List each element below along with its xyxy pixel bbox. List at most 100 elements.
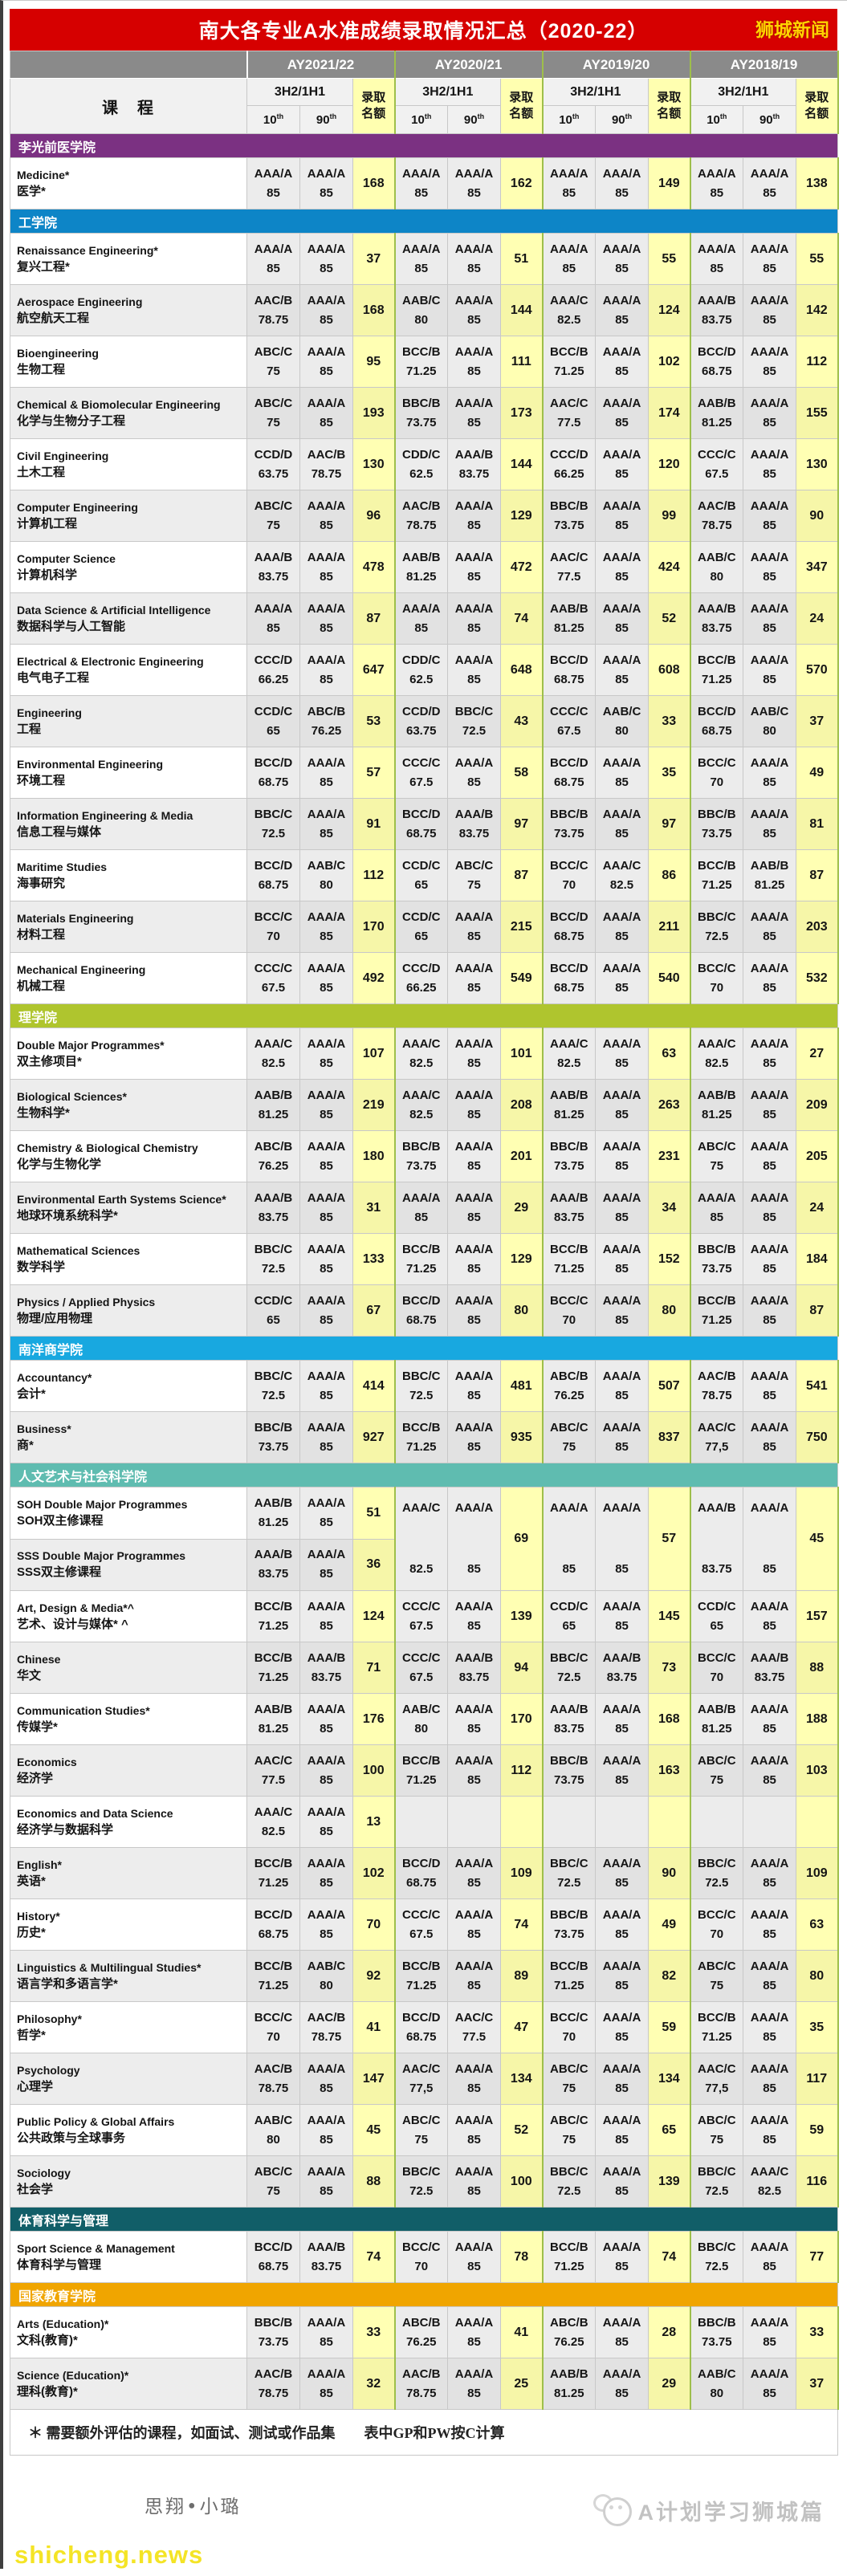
percentile-cell: AAA/A 85 (743, 1360, 797, 1412)
score-value: 73.75 (554, 518, 584, 532)
course-row: Computer Science 计算机科学 AAA/B 83.75 AAA/A 85 47… (10, 541, 839, 593)
grade-value: BBC/C (550, 1650, 588, 1665)
quota-cell: 57 (352, 747, 396, 799)
score-value: 82.5 (557, 312, 581, 327)
score-value: 85 (763, 569, 776, 584)
course-row: Arts (Education)* 文科(教育)* BBC/B 73.75 AAA/A 8… (10, 2306, 839, 2358)
grade-value: AAC/B (254, 2061, 293, 2076)
percentile-cell: BCC/C 70 (542, 2001, 597, 2053)
grade-value: BCC/D (254, 858, 293, 873)
percentile-cell: BBC/C 72.5 (542, 1847, 597, 1899)
grade-value: AAA/A (307, 1753, 346, 1768)
score-value: 85 (763, 1721, 776, 1736)
grade-value: AAA/B (254, 1548, 293, 1562)
course-name-en: History* (17, 1909, 60, 1923)
grade-value: AAA/A (454, 2240, 494, 2254)
course-row: Accountancy* 会计* BBC/C 72.5 AAA/A 85 414 BBC/C 7… (10, 1360, 839, 1412)
grade-value: AAA/A (602, 1420, 641, 1435)
percentile-cell: BBC/C 72.5 (246, 1360, 300, 1412)
grade-value: AAA/A (454, 2315, 494, 2330)
course-name-zh: 电气电子工程 (17, 670, 90, 685)
grade-value: AAA/A (750, 166, 789, 181)
quota-cell: 63 (648, 1028, 691, 1080)
grade-value: AAA/A (307, 1369, 346, 1383)
course-row: SSS Double Major Programmes SSS双主修课程 AAA/B… (10, 1538, 838, 1591)
percentile-cell: AAA/A 85 (447, 1487, 502, 1591)
course-name-en: Economics (17, 1755, 77, 1768)
score-value: 65 (562, 1618, 576, 1633)
grade-value: CCC/D (550, 447, 588, 462)
section-title: 国家教育学院 (9, 2282, 839, 2307)
page-title: 南大各专业A水准成绩录取情况汇总（2020-22） (198, 20, 649, 43)
percentile-cell: ABC/C 75 (246, 336, 300, 388)
score-value: 85 (615, 1978, 629, 1992)
percentile-cell: AAA/A 85 (447, 2155, 502, 2208)
quota-cell: 608 (648, 644, 691, 696)
percentile-cell: BCC/B 71.25 (542, 336, 597, 388)
percentile-cell: AAA/A 85 (447, 1847, 502, 1899)
grade-value: AAA/A (307, 1190, 346, 1205)
grade-value: AAB/C (750, 704, 789, 718)
quota-cell: 92 (352, 1950, 396, 2002)
grade-value: AAA/A (307, 1139, 346, 1154)
score-value: 68.75 (258, 1927, 289, 1941)
percentile-cell: BBC/C 72.5 (246, 1233, 300, 1285)
grade-value: AAA/B (698, 293, 736, 307)
quota-cell: 935 (500, 1411, 544, 1463)
course-row: Engineering 工程 CCD/C 65 ABC/B 76.25 53 CCD/D 63.… (10, 695, 839, 747)
percentile-cell (743, 1796, 797, 1848)
score-value: 85 (467, 775, 481, 789)
grade-value: CCC/C (402, 1599, 441, 1614)
grade-value: AAA/B (307, 1650, 346, 1665)
percentile-cell: ABC/C 75 (246, 387, 300, 439)
percentile-cell: AAC/C 77.5 (542, 541, 597, 593)
quota-cell: 138 (796, 157, 839, 210)
percentile-cell: AAA/A 85 (542, 157, 597, 210)
score-value: 80 (763, 723, 776, 738)
score-value: 65 (267, 1312, 280, 1327)
score-value: 68.75 (258, 877, 289, 892)
percentile-cell: BCC/B 71.25 (690, 1284, 744, 1337)
percentile-cell: AAA/A 85 (394, 592, 449, 645)
grade-value: AAA/A (750, 1856, 789, 1870)
percentile-cell: AAA/A 85 (447, 2306, 502, 2358)
percentile-cell: AAA/A 85 (447, 2104, 502, 2156)
percentile-cell: AAC/B 78.75 (690, 490, 744, 542)
score-value: 70 (710, 1670, 724, 1684)
grade-value: AAA/A (454, 2061, 494, 2076)
score-value: 85 (467, 672, 481, 686)
course-name-en: Science (Education)* (17, 2368, 129, 2382)
score-value: 85 (763, 980, 776, 995)
score-value: 81.25 (258, 1721, 289, 1736)
grade-value: AAA/A (454, 499, 494, 513)
percentile-cell: ABC/B 76.25 (542, 2306, 597, 2358)
subject-combo-header: 3H2/1H1 (690, 78, 797, 106)
course-name-en: Biological Sciences* (17, 1089, 127, 1103)
quota-cell: 49 (648, 1898, 691, 1951)
quota-cell: 91 (352, 798, 396, 850)
percentile-cell: AAA/A 85 (595, 1693, 650, 1745)
grade-value: AAA/A (750, 447, 789, 462)
quota-cell: 29 (648, 2358, 691, 2410)
quota-cell: 201 (500, 1130, 544, 1182)
section-header-row: 南洋商学院 (9, 1336, 839, 1361)
course-name-en: Public Policy & Global Affairs (17, 2114, 175, 2128)
score-value: 85 (763, 2334, 776, 2349)
course-name-en: Sport Science & Management (17, 2241, 175, 2255)
grade-value: AAA/A (307, 344, 346, 359)
course-cell: English* 英语* (10, 1847, 247, 1899)
quota-cell: 215 (500, 901, 544, 953)
percentile-cell: BBC/C 72.5 (542, 2155, 597, 2208)
quota-cell: 174 (648, 387, 691, 439)
grade-value: BCC/D (698, 344, 736, 359)
percentile-cell: BCC/D 68.75 (246, 2231, 300, 2283)
grade-value: BCC/C (698, 961, 736, 975)
course-row: Data Science & Artificial Intelligence 数据… (10, 592, 839, 645)
course-name-zh: 经济学与数据科学 (17, 1822, 114, 1837)
score-value: 72.5 (409, 1388, 434, 1402)
grade-value: BCC/D (550, 910, 588, 924)
quota-cell: 157 (796, 1590, 839, 1642)
quota-cell: 168 (352, 157, 396, 210)
percentile-cell: AAA/A 85 (595, 2053, 650, 2105)
course-name-zh: 复兴工程* (17, 259, 70, 274)
